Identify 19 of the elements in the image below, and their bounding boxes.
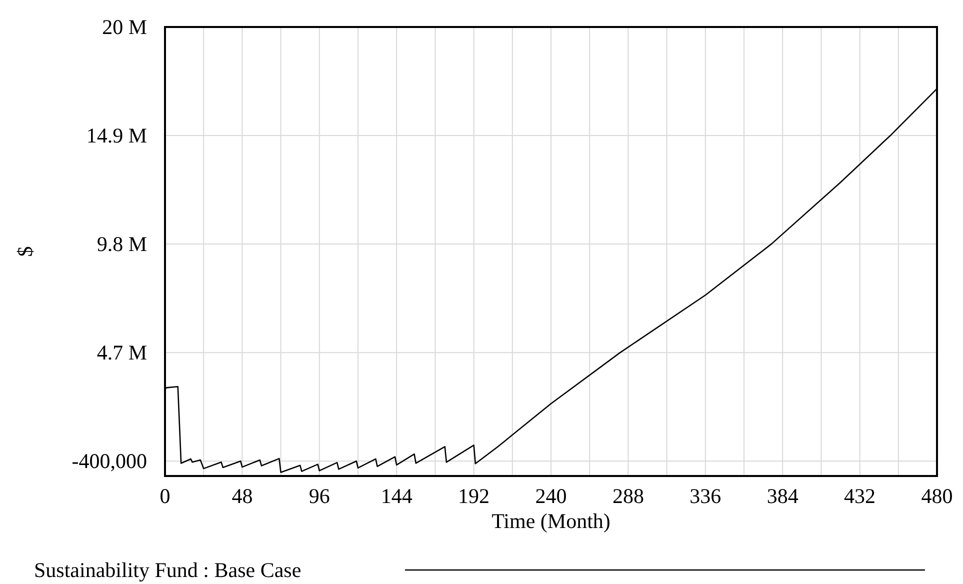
x-tick-label: 192 (458, 484, 490, 508)
x-tick-label: 144 (380, 484, 413, 508)
x-tick-label: 384 (766, 484, 799, 508)
y-tick-label: 14.9 M (86, 124, 148, 148)
y-tick-label: -400,000 (72, 449, 147, 474)
text: Sustainability Fund : Base Case (34, 558, 302, 582)
x-tick-label: 432 (844, 484, 876, 508)
x-tick-label: 336 (690, 484, 722, 508)
x-tick-label: 0 (160, 484, 170, 508)
y-tick-label: 20 M (102, 15, 148, 39)
x-tick-label: 96 (308, 484, 330, 508)
y-tick-label: 9.8 M (96, 232, 148, 256)
y-tick-label: 4.7 M (96, 340, 148, 365)
x-axis-title: Time (Month) (492, 509, 610, 533)
x-tick-label: 288 (612, 484, 644, 508)
y-axis-title: $ (13, 246, 37, 257)
x-tick-label: 480 (921, 484, 953, 508)
x-tick-label: 240 (535, 484, 567, 508)
x-tick-label: 48 (232, 484, 253, 508)
